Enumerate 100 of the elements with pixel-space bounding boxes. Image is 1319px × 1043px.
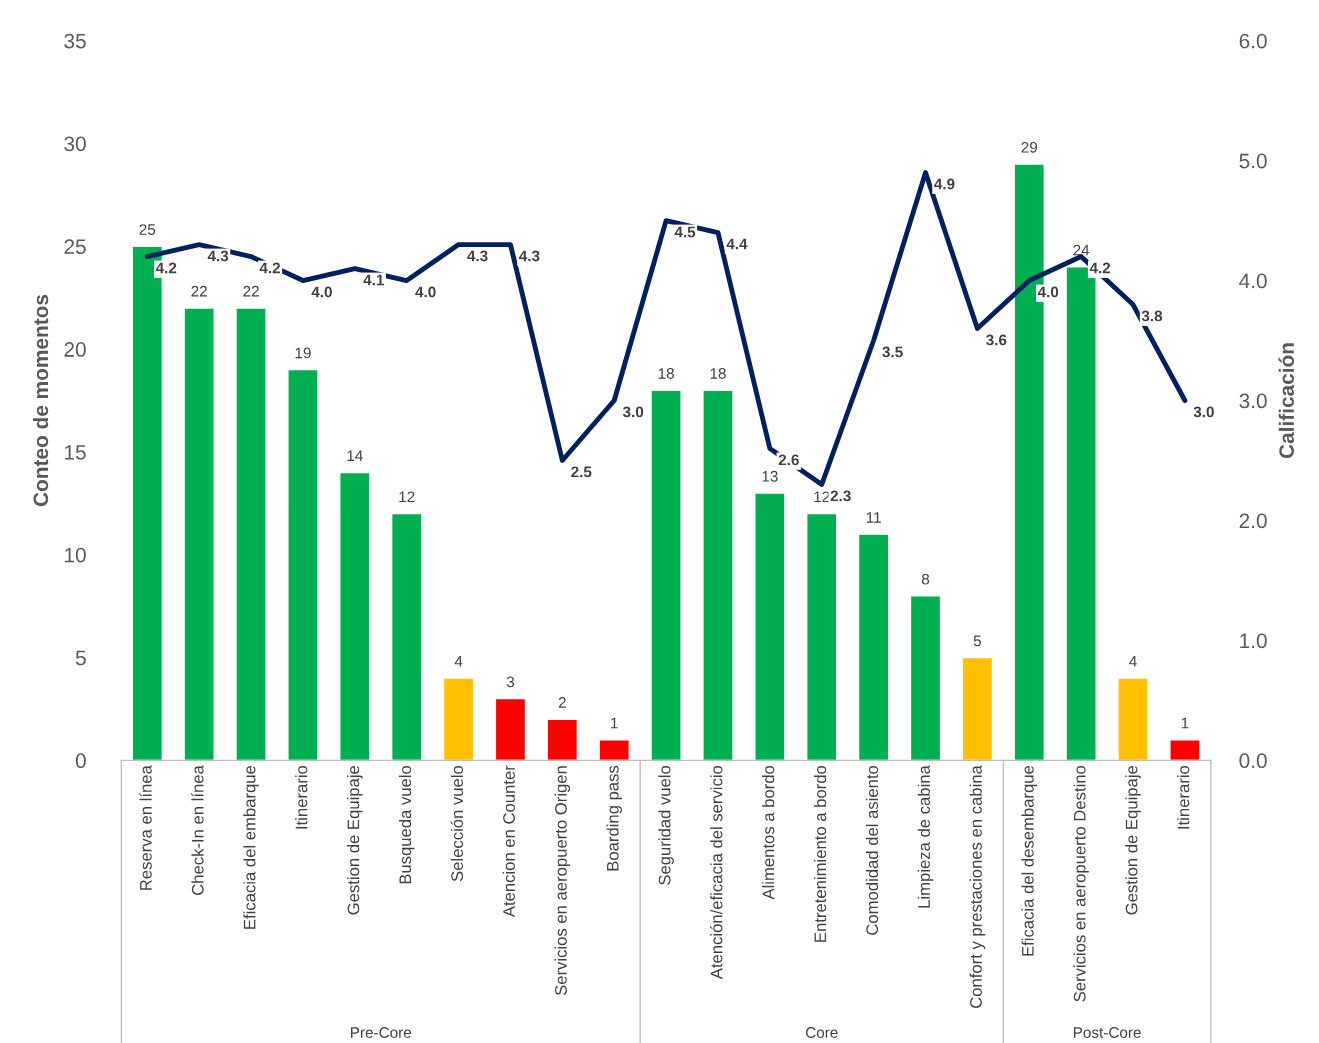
data-label: 4.0	[311, 286, 332, 298]
data-label: 4.3	[207, 250, 229, 262]
y2-tick-label: 6.0	[1239, 33, 1267, 49]
data-label: 5	[973, 635, 981, 647]
bar	[857, 533, 890, 761]
bar	[909, 595, 942, 761]
x-tick-label: Servicios en aeropuerto Origen	[554, 766, 571, 996]
x-tick-label: Limpieza de cabina	[917, 765, 934, 908]
data-label: 2.6	[778, 454, 799, 466]
x-tick-label: Gestion de Equipaje	[1125, 765, 1141, 915]
data-label: 2	[558, 697, 566, 708]
data-label: 4.2	[259, 262, 281, 274]
data-label: 3.6	[986, 334, 1007, 346]
data-label: 3.0	[1193, 406, 1214, 418]
data-label: 1	[611, 717, 618, 729]
data-label: 12	[399, 491, 415, 503]
y-tick-label: 15	[65, 445, 86, 460]
bar	[442, 677, 475, 761]
y2-tick-label: 5.0	[1239, 153, 1267, 169]
data-label: 2.5	[571, 466, 592, 478]
x-tick-label: Confort y prestaciones en cabina	[969, 765, 986, 1009]
bar	[805, 512, 838, 761]
bar	[1169, 739, 1201, 761]
x-tick-label: Seguridad vuelo	[658, 765, 674, 885]
x-tick-label: Busqueda vuelo	[398, 765, 415, 884]
bar	[598, 739, 630, 761]
data-label: 14	[347, 450, 363, 461]
data-label: 13	[762, 470, 778, 482]
bar	[183, 307, 215, 761]
y-tick-label: 20	[64, 342, 86, 357]
data-label: 18	[710, 368, 726, 379]
y2-tick-label: 0.0	[1239, 753, 1267, 769]
y-tick-label: 5	[75, 650, 86, 666]
x-tick-label: Comodidad del asiento	[865, 765, 879, 935]
data-label: 24	[1073, 244, 1090, 256]
y-tick-label: 0	[75, 753, 86, 769]
x-tick-label: Alimentos a bordo	[762, 765, 775, 900]
data-label: 3	[506, 676, 515, 688]
bar	[546, 718, 579, 761]
y2-tick-label: 3.0	[1239, 393, 1267, 409]
data-label: 4	[454, 656, 463, 667]
bar	[702, 389, 734, 761]
x-tick-label: Atención/eficacia del servicio	[710, 765, 723, 980]
data-label: 4.4	[726, 238, 748, 250]
x-tick-label: Gestion de Equipaje	[347, 765, 363, 915]
text: Pre-Core	[351, 1027, 412, 1038]
y2-tick-label: 4.0	[1239, 273, 1267, 289]
x-tick-label: Eficacia del desembarque	[1021, 765, 1038, 956]
bar	[494, 697, 527, 761]
data-label: 25	[139, 224, 156, 235]
x-tick-label: Boarding pass	[606, 765, 622, 871]
x-tick-label: Selección vuelo	[450, 765, 464, 882]
y-tick-label: 30	[64, 136, 86, 152]
text: Core	[805, 1027, 838, 1038]
data-label: 1	[1181, 717, 1189, 729]
y-tick-label: 10	[65, 547, 86, 563]
x-tick-label: Entretenimiento a bordo	[813, 765, 827, 942]
data-label: 3.5	[882, 346, 903, 358]
y-axis-title: Conteo de momentos	[32, 294, 49, 507]
bar	[287, 368, 319, 761]
y2-tick-label: 2.0	[1239, 513, 1267, 529]
y-tick-label: 35	[64, 33, 86, 49]
data-label: 4.0	[1037, 286, 1059, 298]
data-label: 3.0	[622, 406, 644, 418]
y2-axis-title: Calificación	[1278, 343, 1294, 459]
bar	[961, 656, 994, 761]
data-label: 4.0	[415, 286, 436, 298]
data-label: 4.9	[934, 178, 955, 190]
x-tick-label: Reserva en línea	[139, 765, 152, 890]
x-tick-label: Eficacia del embarque	[243, 765, 259, 929]
data-label: 22	[191, 285, 207, 297]
data-label: 11	[866, 512, 881, 523]
x-tick-label: Check-In en línea	[191, 765, 204, 895]
text: Post-Core	[1073, 1027, 1141, 1038]
data-label: 4.2	[1089, 262, 1111, 274]
data-label: 4.1	[363, 274, 384, 286]
y-tick-label: 25	[64, 239, 86, 255]
data-label: 4.5	[674, 226, 696, 238]
data-label: 4	[1129, 656, 1137, 667]
y2-tick-label: 1.0	[1240, 633, 1267, 649]
bar	[754, 492, 786, 761]
data-label: 29	[1021, 141, 1038, 153]
bar	[235, 307, 267, 761]
x-tick-label: Atencion en Counter	[502, 765, 515, 918]
data-label: 4.3	[467, 250, 488, 262]
data-label: 22	[243, 285, 259, 297]
x-tick-label: Servicios en aeropuerto Destino	[1073, 765, 1089, 1002]
bar	[339, 471, 371, 761]
x-tick-label: Itinerario	[295, 765, 308, 829]
data-label: 8	[921, 573, 930, 585]
data-label: 12	[814, 491, 830, 503]
bar	[650, 389, 682, 761]
data-label: 2.3	[830, 490, 851, 502]
data-label: 18	[658, 368, 674, 379]
data-label: 3.8	[1141, 310, 1163, 322]
data-label: 19	[295, 347, 311, 359]
data-label: 4.2	[155, 262, 177, 274]
x-tick-label: Itinerario	[1177, 765, 1190, 829]
bar	[1117, 677, 1149, 761]
data-label: 4.3	[519, 250, 540, 262]
